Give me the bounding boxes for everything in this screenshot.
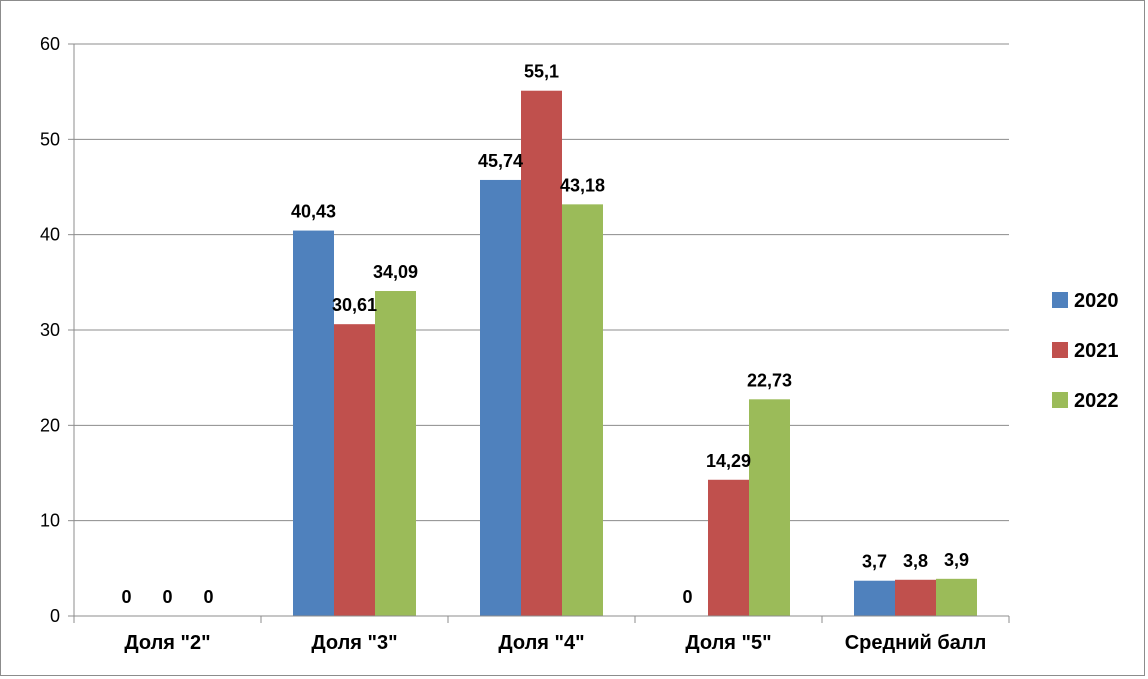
data-label: 3,9 [944, 550, 969, 570]
legend-label: 2022 [1074, 390, 1119, 412]
y-tick-label: 0 [50, 606, 60, 626]
y-axis-ticks: 0 10 20 30 40 50 60 [40, 34, 75, 626]
data-label: 0 [203, 587, 213, 607]
x-category-label: Доля "2" [124, 632, 210, 654]
legend-swatch-2020 [1052, 292, 1068, 308]
x-category-label: Средний балл [845, 632, 987, 654]
legend-swatch-2021 [1052, 342, 1068, 358]
y-tick-label: 40 [40, 225, 60, 245]
y-tick-label: 10 [40, 511, 60, 531]
bar-2021-4 [895, 579, 936, 616]
bar-2021-3 [708, 479, 749, 616]
data-label: 34,09 [373, 262, 418, 282]
data-label: 0 [682, 587, 692, 607]
bar-2021-1 [334, 324, 375, 616]
bar-2022-2 [562, 204, 603, 617]
data-label: 45,74 [478, 151, 523, 171]
bar-2020-4 [854, 580, 895, 616]
data-label: 30,61 [332, 295, 377, 315]
y-tick-label: 50 [40, 129, 60, 149]
data-label: 3,8 [903, 551, 928, 571]
data-label: 22,73 [747, 370, 792, 390]
legend-label: 2020 [1074, 290, 1119, 312]
data-label: 40,43 [291, 202, 336, 222]
legend-label: 2021 [1074, 340, 1119, 362]
x-category-label: Доля "5" [685, 632, 771, 654]
x-axis: Доля "2" Доля "3" Доля "4" Доля "5" Средний … [73, 615, 1010, 654]
bars [293, 90, 977, 617]
data-labels: 0 40,43 45,74 0 3,7 0 30,61 55,1 14,29 3,8 0 34,09 4… [121, 62, 969, 607]
bar-2020-2 [480, 179, 521, 617]
data-label: 3,7 [862, 552, 887, 572]
data-label: 0 [121, 587, 131, 607]
x-category-label: Доля "3" [311, 632, 397, 654]
legend: 2020 2021 2022 [1052, 290, 1119, 412]
y-tick-label: 30 [40, 320, 60, 340]
data-label: 55,1 [524, 62, 559, 82]
bar-2020-1 [293, 230, 334, 617]
bar-2022-3 [749, 399, 790, 616]
bar-2022-4 [936, 578, 977, 616]
data-label: 43,18 [560, 175, 605, 195]
bar-2022-1 [375, 291, 416, 616]
x-category-label: Доля "4" [498, 632, 584, 654]
legend-swatch-2022 [1052, 392, 1068, 408]
bar-2021-2 [521, 90, 562, 617]
y-tick-label: 60 [40, 34, 60, 54]
data-label: 14,29 [706, 451, 751, 471]
data-label: 0 [162, 587, 172, 607]
y-tick-label: 20 [40, 415, 60, 435]
